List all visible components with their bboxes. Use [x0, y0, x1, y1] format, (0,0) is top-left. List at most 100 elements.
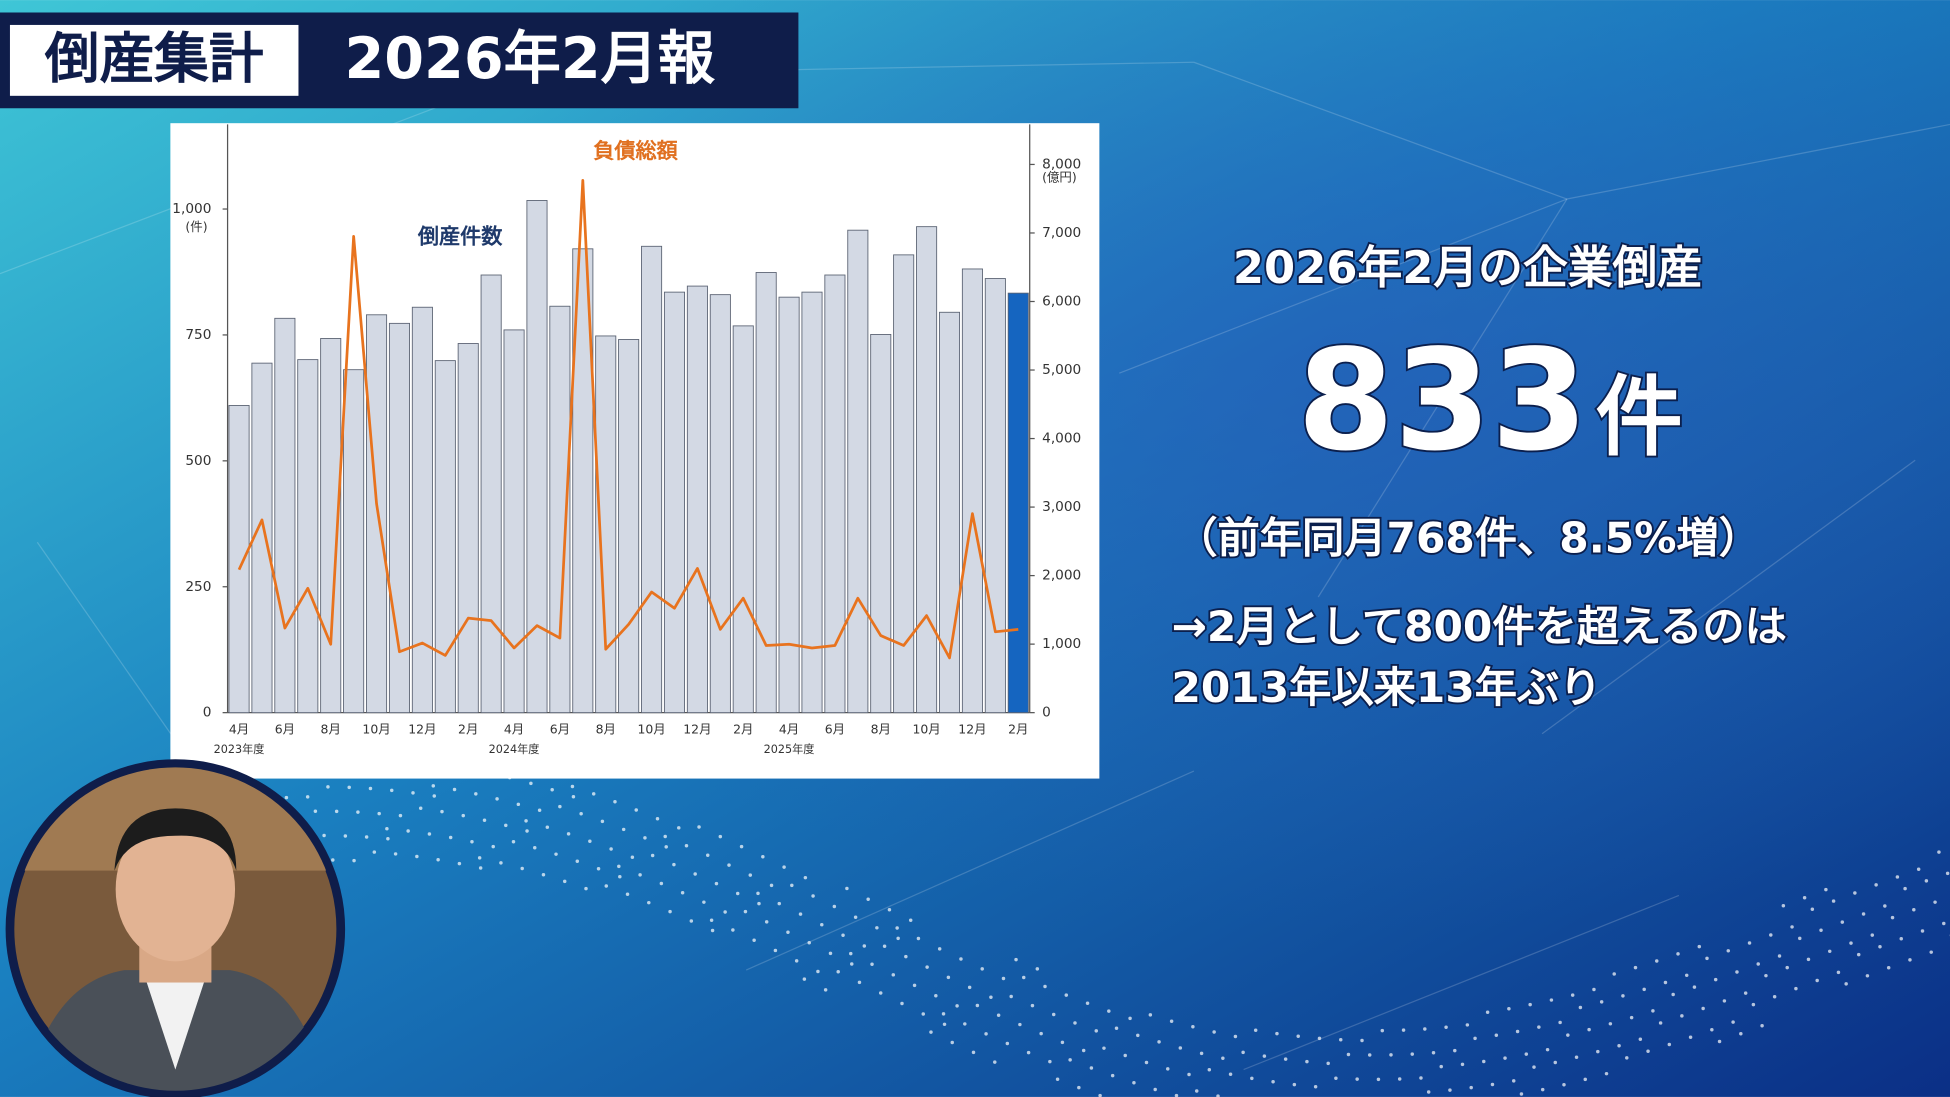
dot	[1507, 1007, 1511, 1011]
dot	[1380, 1028, 1385, 1033]
dot	[478, 866, 483, 870]
dot	[1574, 1055, 1579, 1060]
dot	[1642, 987, 1646, 992]
dot	[1929, 950, 1933, 954]
dot	[1022, 975, 1026, 980]
dot	[1051, 1012, 1056, 1017]
dot	[386, 837, 390, 841]
bar	[434, 360, 456, 714]
dot	[550, 788, 554, 792]
dot	[908, 918, 913, 922]
dot	[1806, 957, 1811, 962]
dot	[1874, 883, 1878, 887]
dot	[1014, 957, 1018, 962]
dot	[1878, 944, 1882, 949]
dot	[1853, 891, 1857, 895]
dot	[1710, 1028, 1714, 1032]
x-tick-label: 8月	[321, 722, 341, 737]
dot	[757, 901, 761, 906]
dot	[1849, 941, 1853, 945]
x-tick-label: 10月	[912, 722, 940, 737]
dot	[1221, 1056, 1225, 1061]
dot	[1098, 1093, 1102, 1097]
dot	[668, 909, 672, 914]
dot	[1048, 1059, 1052, 1064]
dot	[418, 806, 423, 811]
dot	[393, 852, 398, 856]
x-tick-label: 2月	[1008, 722, 1028, 737]
dot	[618, 874, 622, 879]
dot	[946, 975, 951, 980]
dot	[1815, 978, 1819, 983]
dot	[1646, 1049, 1650, 1054]
dot	[891, 973, 896, 977]
dot	[1865, 974, 1870, 978]
dot	[579, 812, 583, 816]
dot	[971, 1050, 976, 1055]
dot	[1772, 994, 1777, 999]
dot	[1764, 973, 1768, 978]
dot	[1726, 949, 1731, 953]
dot	[1528, 1002, 1532, 1007]
legend-label: 負債総額	[593, 138, 678, 163]
summary-heading: 2026年2月の企業倒産	[1233, 241, 1702, 294]
dot	[477, 856, 482, 860]
dot	[1431, 1051, 1436, 1055]
dot	[1123, 1053, 1127, 1058]
dot	[313, 809, 318, 814]
bar	[411, 306, 433, 714]
dot	[1077, 1085, 1081, 1090]
dot	[887, 908, 892, 912]
dot	[718, 834, 723, 839]
dot	[1216, 1094, 1220, 1097]
dot	[326, 785, 330, 789]
dot	[1085, 1001, 1090, 1006]
dot	[731, 928, 735, 932]
dot	[525, 829, 529, 833]
dot	[432, 794, 437, 798]
dot	[996, 1013, 1001, 1017]
dot	[305, 795, 310, 799]
dot	[1920, 929, 1925, 933]
dot	[1599, 1000, 1604, 1004]
dot	[558, 804, 562, 809]
dot	[1389, 1053, 1393, 1057]
dot	[604, 884, 609, 888]
x-tick-label: 10月	[637, 722, 665, 737]
dot	[1532, 1065, 1536, 1069]
bar	[595, 335, 617, 714]
dot	[504, 823, 508, 828]
dot	[989, 995, 993, 999]
x-tick-label: 4月	[779, 722, 799, 737]
dot	[570, 784, 575, 789]
dot	[1089, 1066, 1094, 1070]
dot	[1317, 1036, 1322, 1041]
dot	[697, 825, 701, 829]
dot	[545, 825, 550, 829]
bar	[778, 296, 800, 714]
dot	[862, 944, 867, 948]
y2-axis-unit: (億円)	[1042, 170, 1077, 185]
dot	[474, 792, 478, 796]
legend-label: 倒産件数	[417, 224, 503, 249]
dot	[562, 879, 567, 884]
y-tick-label: 1,000	[172, 201, 211, 217]
dot	[841, 933, 845, 938]
dot	[1747, 941, 1752, 945]
dot	[1578, 1005, 1583, 1010]
dot	[457, 861, 462, 866]
y2-tick-label: 2,000	[1042, 568, 1081, 584]
dot	[1102, 1046, 1106, 1050]
dot	[1128, 1016, 1132, 1021]
dot	[1275, 1031, 1279, 1036]
dot	[1524, 1052, 1529, 1056]
dot	[1794, 986, 1798, 991]
dot	[1625, 1056, 1629, 1060]
dot	[1262, 1054, 1267, 1058]
dot	[1890, 915, 1895, 920]
dot	[1798, 936, 1802, 941]
dot	[955, 1004, 959, 1008]
dot	[1802, 895, 1807, 900]
dot	[1836, 970, 1841, 975]
dot	[1397, 1077, 1402, 1081]
